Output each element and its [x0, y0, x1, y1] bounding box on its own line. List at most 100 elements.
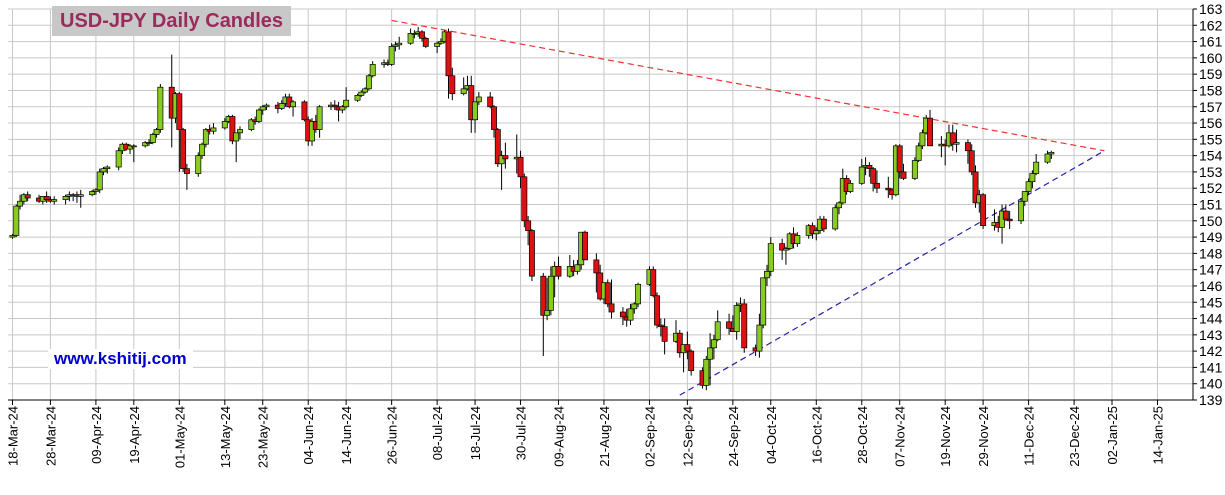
candle-up — [475, 96, 482, 103]
candle-down — [24, 194, 31, 199]
candle-down — [1006, 218, 1013, 222]
candle-down — [582, 231, 588, 261]
y-tick-label: 158 — [1199, 82, 1223, 98]
y-tick-label: 147 — [1199, 262, 1223, 278]
y-tick-label: 141 — [1199, 359, 1223, 375]
x-tick-label: 23-May-24 — [256, 406, 271, 468]
candle-down — [487, 96, 494, 108]
candle-down — [661, 326, 668, 342]
candle-down — [885, 187, 892, 191]
candle-down — [676, 332, 683, 354]
candle-down — [183, 168, 190, 174]
resistance-trendline — [391, 19, 1105, 152]
candle-up — [354, 94, 361, 101]
candle-up — [157, 86, 164, 130]
candle-up — [1025, 181, 1032, 192]
x-tick-label: 12-Sep-24 — [680, 406, 695, 467]
candle-up — [100, 168, 107, 173]
candle-up — [210, 127, 217, 132]
candle-up — [142, 142, 149, 147]
x-tick-label: 29-Nov-24 — [976, 406, 991, 467]
candle-down — [809, 225, 816, 235]
y-tick-label: 154 — [1199, 148, 1223, 164]
x-tick-label: 14-Jun-24 — [339, 406, 354, 465]
candle-up — [714, 321, 721, 341]
candle-down — [540, 275, 547, 316]
candle-up — [278, 103, 285, 109]
candle-up — [195, 155, 202, 174]
candle-up — [915, 145, 922, 161]
x-tick-label: 24-Sep-24 — [726, 406, 741, 467]
website-label: www.kshitij.com — [48, 349, 193, 369]
candle-up — [574, 264, 581, 272]
y-tick-label: 142 — [1199, 343, 1223, 359]
candle-up — [343, 99, 350, 108]
y-tick-label: 157 — [1199, 99, 1223, 115]
x-tick-label: 23-Dec-24 — [1067, 406, 1082, 467]
candle-up — [9, 235, 16, 238]
candle-down — [619, 311, 626, 318]
x-tick-label: 01-May-24 — [172, 406, 187, 468]
candle-down — [972, 171, 979, 204]
candle-up — [146, 142, 152, 144]
y-tick-label: 160 — [1199, 50, 1223, 66]
y-tick-label: 161 — [1199, 34, 1223, 50]
candle-up — [498, 155, 505, 165]
y-tick-label: 156 — [1199, 115, 1223, 131]
candle-down — [43, 196, 50, 200]
y-tick-label: 144 — [1199, 311, 1223, 327]
candle-up — [396, 42, 403, 46]
candle-down — [491, 106, 497, 130]
candle-down — [1002, 210, 1009, 220]
candle-down — [968, 150, 975, 173]
candle-up — [263, 104, 270, 108]
candle-down — [964, 142, 971, 152]
candle-up — [760, 277, 767, 326]
x-tick-label: 26-Jun-24 — [385, 406, 400, 465]
candle-up — [92, 189, 99, 192]
candle-up — [233, 132, 240, 142]
candle-up — [362, 88, 369, 93]
candle-up — [460, 88, 467, 95]
candle-up — [703, 358, 710, 386]
x-tick-label: 13-May-24 — [218, 406, 233, 468]
y-tick-label: 149 — [1199, 229, 1223, 245]
candle-down — [741, 303, 748, 349]
candle-up — [248, 119, 255, 130]
candle-up — [794, 235, 801, 244]
x-tick-label: 02-Sep-24 — [642, 406, 657, 467]
candle-up — [149, 134, 156, 143]
y-tick-label: 150 — [1199, 213, 1223, 229]
x-tick-label: 09-Aug-24 — [551, 406, 566, 467]
x-tick-label: 11-Dec-24 — [1022, 406, 1037, 466]
x-tick-label: 04-Jun-24 — [301, 406, 316, 465]
y-tick-label: 159 — [1199, 66, 1223, 82]
support-trendline — [679, 150, 1105, 396]
candle-up — [1029, 173, 1036, 183]
y-tick-label: 139 — [1199, 392, 1223, 408]
candle-down — [900, 171, 907, 179]
candle-down — [176, 93, 183, 130]
candle-up — [627, 308, 634, 321]
y-tick-label: 162 — [1199, 17, 1223, 33]
candle-up — [832, 207, 839, 230]
x-tick-label: 30-Jul-24 — [514, 406, 529, 460]
candle-down — [419, 31, 425, 39]
x-tick-label: 09-Apr-24 — [89, 406, 104, 464]
candle-down — [870, 168, 877, 184]
chart-title: USD-JPY Daily Candles — [52, 6, 292, 36]
x-tick-label: 07-Nov-24 — [893, 406, 908, 467]
candle-down — [608, 303, 615, 313]
x-tick-label: 08-Jul-24 — [430, 406, 445, 460]
candle-up — [51, 199, 58, 202]
candle-up — [290, 101, 297, 108]
candle-up — [1048, 152, 1055, 155]
x-tick-label: 28-Mar-24 — [43, 406, 58, 466]
x-tick-label: 18-Jul-24 — [468, 406, 483, 460]
candle-up — [1018, 200, 1024, 222]
candle-up — [434, 42, 441, 47]
candle-up — [62, 196, 69, 200]
candle-up — [919, 132, 926, 147]
candle-down — [331, 104, 338, 108]
